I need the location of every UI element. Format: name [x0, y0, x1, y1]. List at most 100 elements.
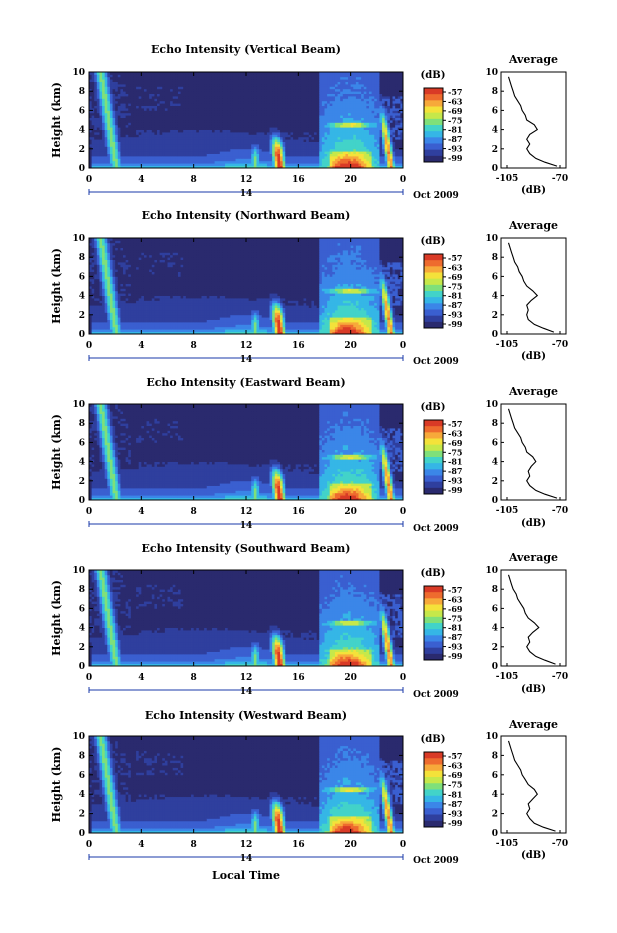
- heatmap-cell: [149, 82, 152, 85]
- heatmap-cell: [241, 154, 244, 157]
- heatmap-cell: [293, 132, 296, 135]
- heatmap-cell: [345, 139, 348, 142]
- heatmap-cell: [173, 161, 176, 164]
- heatmap-cell: [94, 154, 97, 157]
- heatmap-cell: [181, 120, 184, 123]
- heatmap-cell: [314, 113, 317, 116]
- heatmap-cell: [393, 149, 396, 152]
- heatmap-cell: [379, 137, 382, 140]
- heatmap-cell: [199, 130, 202, 133]
- y-tick-label: 10: [72, 68, 85, 78]
- heatmap-cell: [107, 118, 110, 121]
- heatmap-cell: [243, 125, 246, 128]
- heatmap-cell: [256, 86, 259, 89]
- heatmap-cell: [154, 137, 157, 140]
- heatmap-cell: [311, 110, 314, 113]
- heatmap-cell: [133, 127, 136, 130]
- heatmap-cell: [246, 110, 249, 113]
- heatmap-cell: [393, 110, 396, 113]
- heatmap-cell: [343, 146, 346, 149]
- heatmap-cell: [251, 130, 254, 133]
- heatmap-cell: [330, 144, 333, 147]
- heatmap-cell: [325, 134, 328, 137]
- heatmap-cell: [280, 120, 283, 123]
- heatmap-cell: [181, 144, 184, 147]
- heatmap-cell: [157, 134, 160, 137]
- heatmap-cell: [170, 98, 173, 101]
- heatmap-cell: [325, 108, 328, 111]
- heatmap-cell: [288, 110, 291, 113]
- heatmap-cell: [215, 149, 218, 152]
- heatmap-cell: [160, 86, 163, 89]
- heatmap-cell: [238, 94, 241, 97]
- heatmap-cell: [385, 130, 388, 133]
- heatmap-cell: [154, 108, 157, 111]
- heatmap-cell: [113, 156, 116, 159]
- heatmap-cell: [209, 144, 212, 147]
- heatmap-cell: [94, 106, 97, 109]
- heatmap-cell: [196, 163, 199, 166]
- heatmap-cell: [283, 77, 286, 80]
- heatmap-cell: [270, 139, 273, 142]
- heatmap-cell: [170, 132, 173, 135]
- heatmap-cell: [115, 98, 118, 101]
- heatmap-cell: [343, 134, 346, 137]
- heatmap-cell: [238, 89, 241, 92]
- heatmap-cell: [175, 106, 178, 109]
- heatmap-cell: [327, 94, 330, 97]
- heatmap-cell: [393, 84, 396, 87]
- heatmap-cell: [366, 89, 369, 92]
- heatmap-cell: [97, 74, 100, 77]
- heatmap-cell: [356, 106, 359, 109]
- heatmap-cell: [309, 110, 312, 113]
- heatmap-cell: [188, 86, 191, 89]
- heatmap-cell: [366, 142, 369, 145]
- heatmap-cell: [327, 163, 330, 166]
- heatmap-cell: [364, 130, 367, 133]
- heatmap-cell: [366, 113, 369, 116]
- heatmap-cell: [275, 91, 278, 94]
- heatmap-cell: [264, 74, 267, 77]
- heatmap-cell: [390, 74, 393, 77]
- heatmap-cell: [199, 77, 202, 80]
- heatmap-cell: [264, 127, 267, 130]
- heatmap-cell: [199, 89, 202, 92]
- heatmap-cell: [356, 132, 359, 135]
- heatmap-cell: [162, 91, 165, 94]
- heatmap-cell: [92, 84, 95, 87]
- heatmap-cell: [141, 130, 144, 133]
- heatmap-cell: [173, 103, 176, 106]
- heatmap-cell: [107, 156, 110, 159]
- heatmap-cell: [141, 108, 144, 111]
- heatmap-cell: [285, 82, 288, 85]
- heatmap-cell: [256, 101, 259, 104]
- heatmap-cell: [173, 101, 176, 104]
- heatmap-cell: [359, 149, 362, 152]
- heatmap-cell: [191, 142, 194, 145]
- heatmap-cell: [338, 132, 341, 135]
- heatmap-cell: [353, 142, 356, 145]
- heatmap-cell: [186, 106, 189, 109]
- heatmap-cell: [102, 158, 105, 161]
- heatmap-cell: [338, 108, 341, 111]
- heatmap-cell: [126, 142, 129, 145]
- heatmap-cell: [382, 137, 385, 140]
- heatmap-cell: [110, 132, 113, 135]
- heatmap-cell: [369, 151, 372, 154]
- heatmap-cell: [348, 106, 351, 109]
- heatmap-cell: [306, 82, 309, 85]
- heatmap-cell: [317, 118, 320, 121]
- heatmap-cell: [186, 163, 189, 166]
- heatmap-cell: [382, 94, 385, 97]
- heatmap-cell: [126, 94, 129, 97]
- heatmap-cell: [196, 127, 199, 130]
- heatmap-cell: [285, 161, 288, 164]
- heatmap-cell: [290, 134, 293, 137]
- heatmap-cell: [327, 130, 330, 133]
- heatmap-cell: [332, 89, 335, 92]
- heatmap-cell: [379, 154, 382, 157]
- heatmap-cell: [272, 154, 275, 157]
- heatmap-cell: [285, 139, 288, 142]
- heatmap-cell: [348, 89, 351, 92]
- heatmap-cell: [220, 146, 223, 149]
